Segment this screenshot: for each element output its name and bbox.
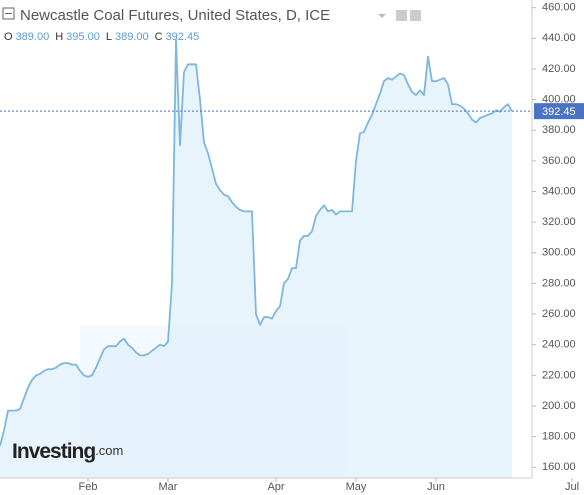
collapse-icon[interactable] — [2, 7, 15, 20]
y-tick-label: 420.00 — [542, 63, 576, 75]
y-tick-label: 400.00 — [542, 93, 576, 105]
x-tick-label: Apr — [267, 481, 284, 493]
chart-title: Newcastle Coal Futures, United States, D… — [20, 7, 330, 24]
y-tick-label: 220.00 — [542, 369, 576, 381]
y-tick-label: 160.00 — [542, 461, 576, 473]
price-line — [0, 38, 513, 447]
y-tick-label: 440.00 — [542, 32, 576, 44]
y-tick-label: 300.00 — [542, 247, 576, 259]
ohlc-key: C — [155, 31, 163, 43]
ohlc-key: L — [106, 31, 112, 43]
ohlc-value: 389.00 — [115, 31, 149, 43]
y-tick-label: 380.00 — [542, 124, 576, 136]
ohlc-value: 389.00 — [16, 31, 50, 43]
x-tick-label: Jul — [565, 481, 579, 493]
ohlc-legend: O 389.00 H 395.00 L 389.00 C 392.45 — [4, 31, 199, 43]
y-tick-label: 280.00 — [542, 277, 576, 289]
close-icon[interactable] — [410, 10, 421, 21]
y-tick-label: 340.00 — [542, 185, 576, 197]
plot — [0, 38, 513, 479]
watermark-brand: Investing.com — [12, 440, 123, 463]
last-price-box — [534, 103, 584, 120]
ohlc-key: H — [55, 31, 63, 43]
y-tick-label: 200.00 — [542, 400, 576, 412]
y-tick-label: 320.00 — [542, 216, 576, 228]
y-tick-label: 260.00 — [542, 308, 576, 320]
y-tick-label: 240.00 — [542, 339, 576, 351]
x-tick-label: Jun — [427, 481, 445, 493]
y-tick-label: 460.00 — [542, 2, 576, 14]
ohlc-value: 392.45 — [166, 31, 200, 43]
area-fill — [0, 39, 512, 479]
watermark-brand-text: Investing — [12, 440, 95, 463]
x-tick-label: May — [346, 481, 367, 493]
x-tick-label: Mar — [159, 481, 178, 493]
ohlc-value: 395.00 — [66, 31, 100, 43]
dropdown-icon[interactable] — [378, 14, 386, 18]
y-tick-label: 180.00 — [542, 431, 576, 443]
y-tick-label: 360.00 — [542, 155, 576, 167]
last-price-label: 392.45 — [542, 106, 576, 118]
ohlc-key: O — [4, 31, 13, 43]
settings-icon[interactable] — [396, 10, 407, 21]
x-tick-label: Feb — [79, 481, 98, 493]
watermark-suffix: .com — [95, 443, 123, 458]
